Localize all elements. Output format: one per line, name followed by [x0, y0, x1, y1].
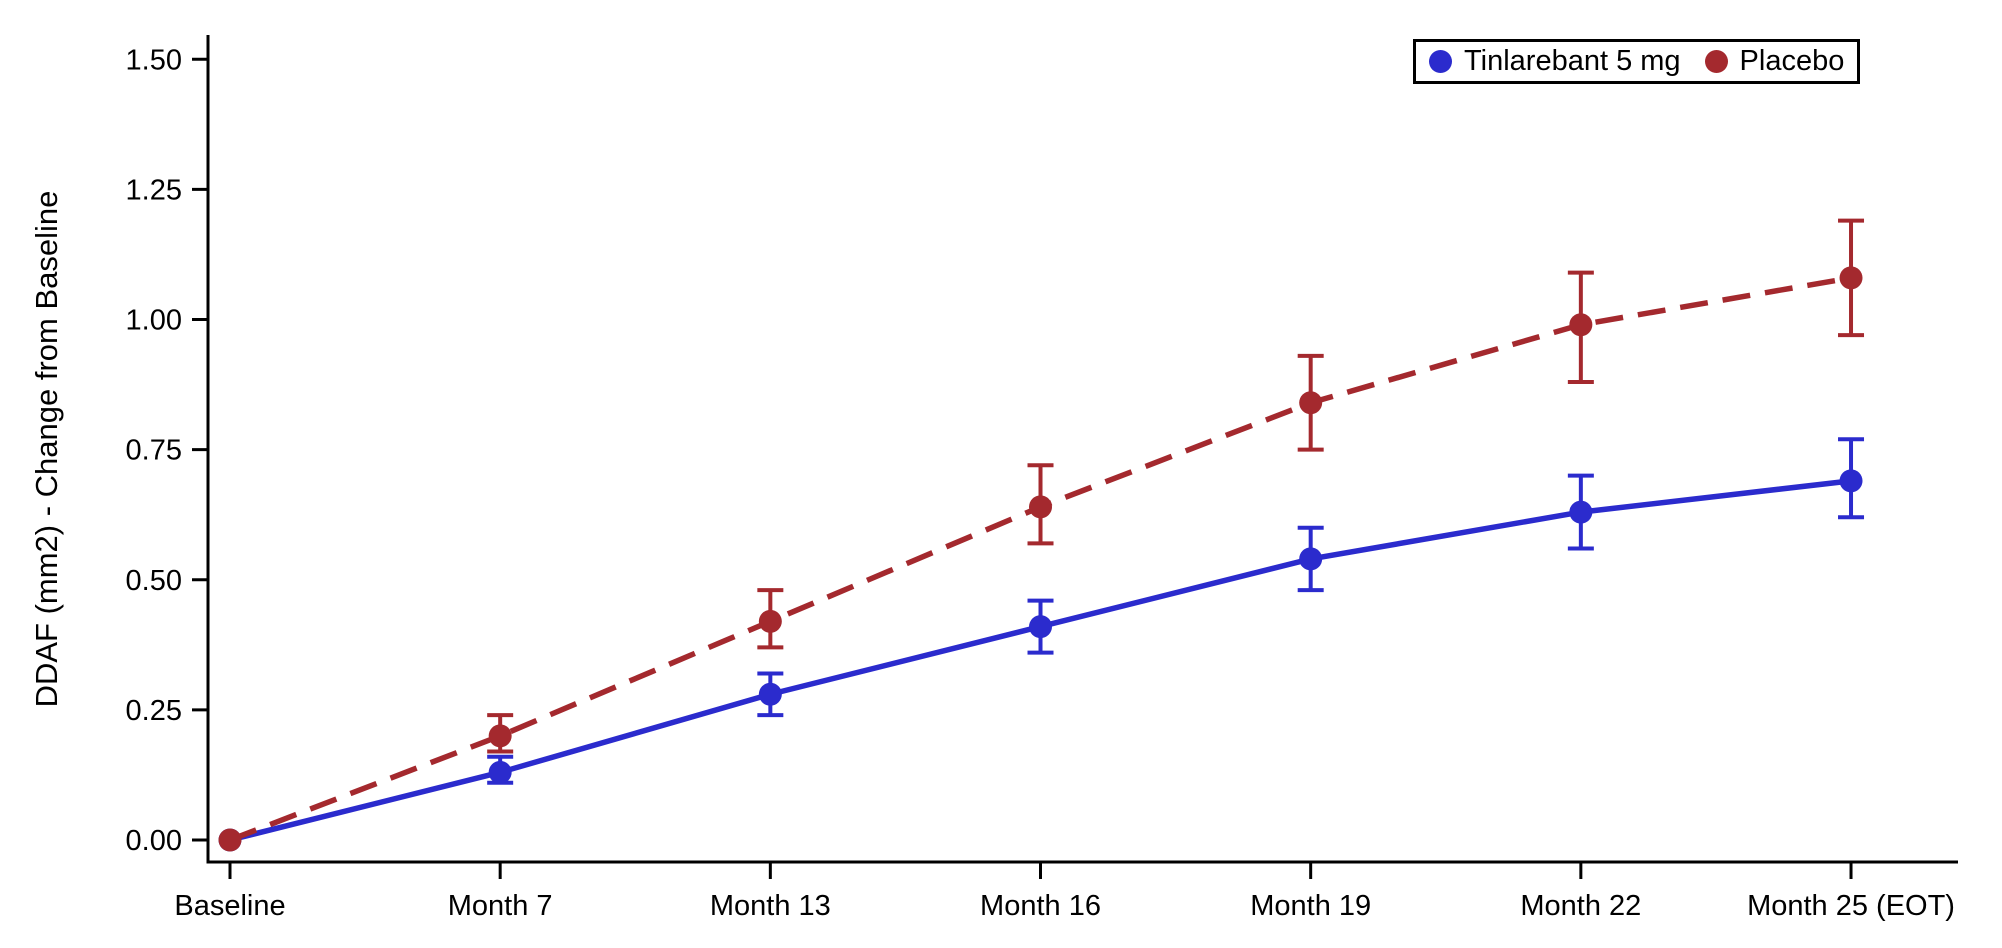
y-tick-label: 0.00	[126, 825, 182, 857]
x-tick-label: Month 19	[1250, 890, 1371, 922]
y-tick-label: 0.75	[126, 435, 182, 467]
data-point-placebo	[218, 828, 242, 852]
x-tick-label: Baseline	[174, 890, 285, 922]
data-point-tinlarebant-5-mg	[758, 682, 782, 706]
data-point-tinlarebant-5-mg	[1569, 500, 1593, 524]
series-line-placebo	[229, 275, 1852, 843]
x-tick-label: Month 7	[448, 890, 553, 922]
x-tick-label: Month 25 (EOT)	[1747, 890, 1955, 922]
data-point-tinlarebant-5-mg	[1839, 469, 1863, 493]
data-point-placebo	[1569, 313, 1593, 337]
legend-marker-tinlarebant-icon	[1429, 50, 1452, 73]
x-tick-label: Month 16	[980, 890, 1101, 922]
y-tick-label: 1.50	[126, 44, 182, 76]
legend-item-tinlarebant: Tinlarebant 5 mg	[1429, 45, 1681, 78]
data-point-tinlarebant-5-mg	[1299, 547, 1323, 571]
x-tick-label: Month 22	[1520, 890, 1641, 922]
y-tick-label: 1.25	[126, 174, 182, 206]
data-point-tinlarebant-5-mg	[488, 760, 512, 784]
y-tick-label: 0.50	[126, 565, 182, 597]
y-tick-label: 0.25	[126, 695, 182, 727]
legend-item-placebo: Placebo	[1704, 45, 1845, 78]
y-tick-label: 1.00	[126, 305, 182, 337]
x-tick-label: Month 13	[710, 890, 831, 922]
data-point-placebo	[488, 724, 512, 748]
legend-label-placebo: Placebo	[1739, 45, 1845, 77]
data-point-placebo	[1299, 391, 1323, 415]
legend-label-tinlarebant: Tinlarebant 5 mg	[1464, 45, 1681, 77]
data-point-placebo	[1029, 495, 1053, 519]
data-point-tinlarebant-5-mg	[1029, 615, 1053, 639]
y-axis-title: DDAF (mm2) - Change from Baseline	[29, 190, 64, 708]
data-point-placebo	[758, 609, 782, 633]
data-point-placebo	[1839, 266, 1863, 290]
legend: Tinlarebant 5 mg Placebo	[1413, 39, 1861, 84]
legend-marker-placebo-icon	[1704, 50, 1728, 73]
